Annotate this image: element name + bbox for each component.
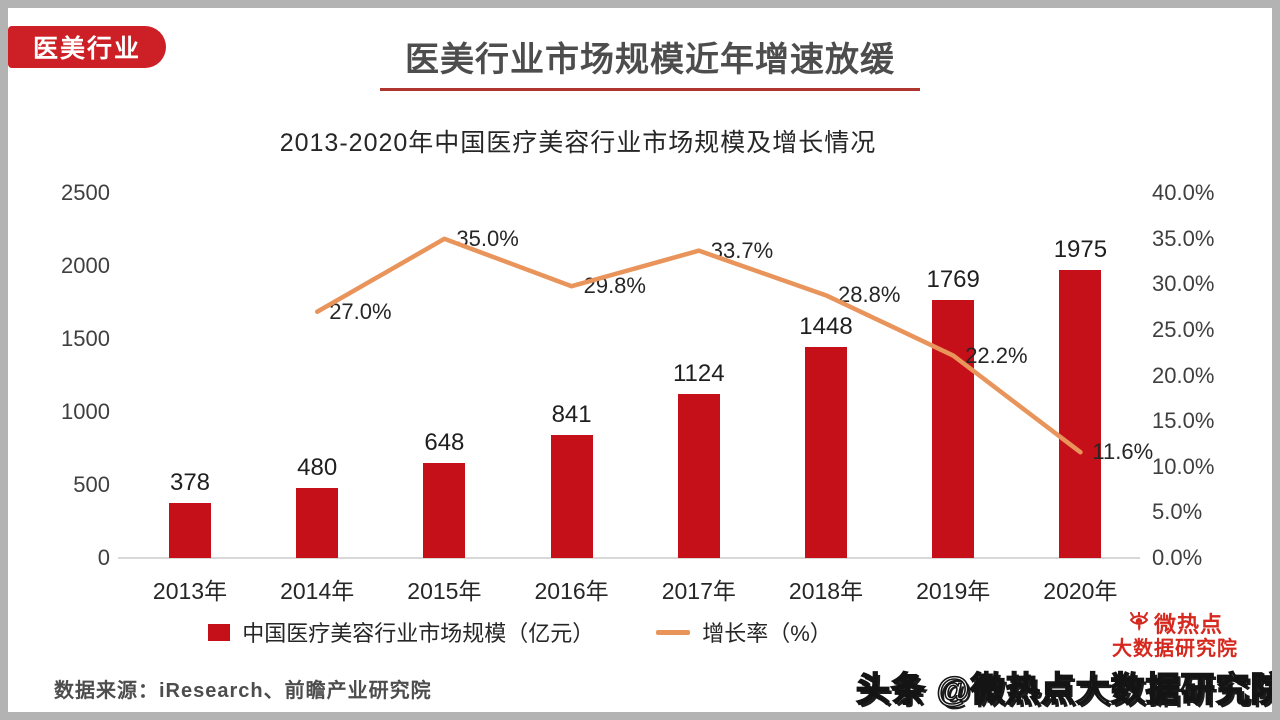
y-axis-left-tick: 1500: [61, 326, 110, 351]
x-axis-label: 2018年: [788, 578, 864, 604]
y-axis-right-tick: 0.0%: [1152, 545, 1203, 570]
bar-value-label: 378: [169, 468, 211, 496]
bar-value-label: 1124: [672, 359, 725, 387]
growth-rate-label: 11.6%: [1092, 439, 1154, 465]
chart-page: 医美行业 医美行业市场规模近年增速放缓 2013-2020年中国医疗美容行业市场…: [8, 8, 1272, 712]
market-size-bar: [1059, 269, 1102, 558]
bar-series-swatch: [208, 623, 231, 641]
y-axis-left-tick: 2500: [61, 180, 110, 205]
x-axis-label: 2017年: [661, 578, 736, 604]
chart-title: 2013-2020年中国医疗美容行业市场规模及增长情况: [279, 129, 877, 157]
hotspot-eye-icon: [1129, 612, 1149, 631]
growth-rate-label: 27.0%: [329, 298, 392, 324]
growth-rate-label: 33.7%: [710, 237, 774, 263]
y-axis-right-tick: 30.0%: [1152, 271, 1215, 297]
y-axis-right-tick: 5.0%: [1152, 499, 1203, 525]
y-axis-left-tick: 2000: [61, 253, 110, 278]
bar-value-label: 648: [424, 429, 465, 457]
bar-value-label: 1975: [1053, 235, 1108, 263]
y-axis-right-tick: 40.0%: [1152, 180, 1215, 206]
bar-value-label: 1769: [926, 265, 980, 293]
bar-value-label: 480: [297, 453, 338, 481]
y-axis-right-tick: 35.0%: [1152, 225, 1215, 251]
data-source-note: 数据来源：iResearch、前瞻产业研究院: [54, 680, 432, 702]
x-axis-label: 2013年: [152, 578, 228, 604]
bar-value-label: 841: [551, 401, 592, 429]
market-size-bar: [296, 487, 339, 558]
line-series-swatch: [656, 629, 691, 635]
legend-item-market-size: 中国医疗美容行业市场规模（亿元）: [208, 616, 594, 648]
logo-name-text: 微热点: [1153, 611, 1223, 637]
market-size-bar: [423, 463, 466, 558]
y-axis-left-tick: 0: [97, 545, 110, 570]
market-size-bar: [932, 299, 975, 558]
logo-subtitle-text: 大数据研究院: [1112, 638, 1238, 660]
bar-series-label: 中国医疗美容行业市场规模（亿元）: [242, 621, 595, 646]
title-underline: [380, 88, 920, 91]
x-axis-line: [118, 557, 1140, 559]
watermark-text: 头条 @微热点大数据研究院: [855, 670, 1272, 710]
y-axis-right-tick: 15.0%: [1152, 408, 1215, 434]
y-axis-left-tick: 500: [73, 472, 110, 497]
x-axis-label: 2020年: [1043, 578, 1118, 604]
growth-rate-label: 35.0%: [456, 225, 519, 251]
x-axis-label: 2014年: [280, 578, 355, 604]
y-axis-right-tick: 25.0%: [1152, 317, 1215, 342]
legend-item-growth-rate: 增长率（%）: [656, 616, 832, 648]
x-axis-label: 2016年: [534, 578, 609, 604]
x-axis-label: 2015年: [407, 578, 482, 604]
y-axis-right-tick: 20.0%: [1152, 362, 1215, 388]
market-size-bar: [550, 435, 593, 558]
market-size-bar: [169, 502, 211, 558]
growth-rate-label: 29.8%: [583, 273, 646, 299]
line-series-label: 增长率（%）: [702, 621, 832, 646]
category-badge: 医美行业: [8, 26, 166, 68]
y-axis-left-tick: 1000: [61, 399, 110, 424]
x-axis-label: 2019年: [916, 578, 991, 604]
publisher-logo: 微热点 大数据研究院: [1100, 612, 1250, 660]
y-axis-right-tick: 10.0%: [1152, 453, 1215, 479]
page-title: 医美行业市场规模近年增速放缓: [405, 41, 895, 79]
market-size-bar: [677, 393, 720, 558]
growth-rate-label: 28.8%: [838, 282, 901, 308]
growth-rate-label: 22.2%: [965, 342, 1028, 368]
market-size-bar: [805, 346, 847, 558]
bar-value-label: 1448: [799, 312, 853, 340]
chart-legend: 中国医疗美容行业市场规模（亿元） 增长率（%）: [8, 616, 1032, 648]
